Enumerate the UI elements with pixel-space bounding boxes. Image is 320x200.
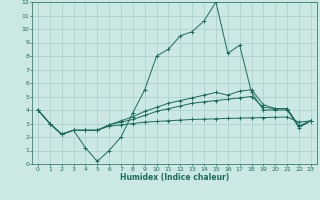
X-axis label: Humidex (Indice chaleur): Humidex (Indice chaleur): [120, 173, 229, 182]
